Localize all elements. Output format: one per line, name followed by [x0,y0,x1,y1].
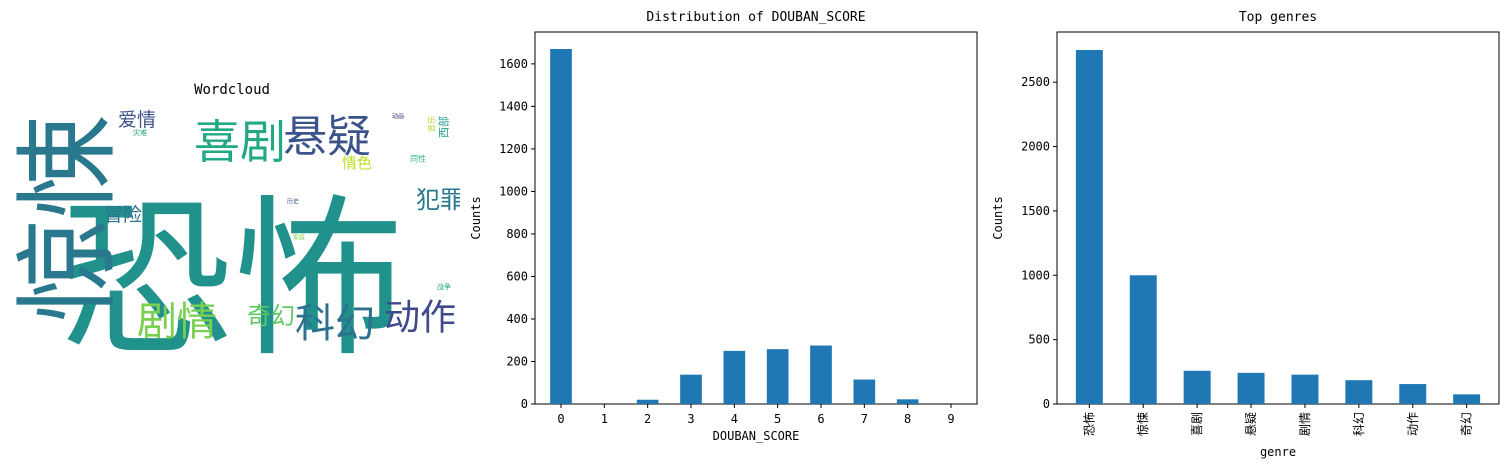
wordcloud-word: 惊悚 [7,114,129,322]
y-tick-label: 500 [1028,333,1050,347]
x-tick-label: 1 [601,412,608,426]
bar [1453,394,1481,404]
y-tick-label: 1500 [1021,204,1050,218]
bar [1345,380,1373,404]
y-tick-label: 0 [521,397,528,411]
x-tick-label: 科幻 [1352,412,1366,436]
y-tick-label: 400 [506,312,528,326]
bar [810,345,832,404]
wordcloud-word: 犯罪 [416,186,460,214]
chart-frame [534,31,978,405]
wordcloud-title: Wordcloud [194,82,270,98]
x-tick-label: 奇幻 [1460,412,1474,436]
x-tick-label: 剧情 [1298,412,1312,436]
wordcloud-word: 灾难 [133,128,147,137]
bar [1129,275,1157,404]
wordcloud-word: 爱情 [118,109,156,131]
x-tick-label: 0 [557,412,564,426]
wordcloud-word: 同性 [410,154,426,164]
x-tick-label: 9 [947,412,954,426]
wordcloud-panel: Wordcloud 恐怖 惊悚 喜剧 悬疑剧情 科幻 动作 奇幻 犯罪 爱情冒险 情色 同性 灾难 动画… [0,0,464,466]
wordcloud-word: 动画 [392,114,404,121]
bar [853,379,876,404]
bar [1075,50,1103,405]
wordcloud-word: 音乐 [427,116,437,132]
x-tick-label: 2 [644,412,651,426]
wordcloud-word: 喜剧 [194,115,286,169]
bar [766,349,789,404]
bar [680,374,702,404]
top-genres-chart: Top genres genre Counts 0 500 1000 1500 2000… [991,10,1500,459]
y-tick-label: 1600 [499,57,528,71]
wordcloud-word: 奇幻 [247,302,295,330]
bar [896,399,919,404]
bar [1399,384,1427,404]
bar [1237,372,1265,404]
x-tick-label: 恐怖 [1081,412,1096,436]
bar [1291,374,1319,404]
y-axis-label: Counts [469,196,483,239]
y-tick-label: 1000 [499,184,528,198]
x-tick-label: 7 [861,412,868,426]
y-ticks: 0 200 400 600 800 1000 1200 1400 1600 [499,57,535,411]
wordcloud-word: 科幻 [295,301,375,347]
wordcloud-word: 历史 [287,198,299,206]
x-tick-label: 惊悚 [1135,412,1150,436]
x-tick-label: 5 [774,412,781,426]
x-axis-label: DOUBAN_SCORE [713,429,800,443]
bars [1075,50,1481,405]
x-tick-label: 3 [687,412,694,426]
top-genres-chart-panel: Top genres genre Counts 0 500 1000 1500 2000… [985,0,1506,466]
wordcloud-word: 情色 [342,154,372,172]
chart-title: Distribution of DOUBAN_SCORE [646,10,865,25]
y-tick-label: 1400 [499,99,528,113]
x-tick-label: 8 [904,412,911,426]
y-tick-label: 200 [506,354,528,368]
x-tick-label: 4 [731,412,738,426]
bar [1183,370,1211,404]
wordcloud-word: 剧情 [137,299,217,345]
y-tick-label: 1200 [499,142,528,156]
x-tick-label: 悬疑 [1243,412,1258,436]
bar [636,399,659,404]
bars [550,49,919,405]
wordcloud-word: 恐怖 [60,180,404,381]
bar [723,350,746,404]
y-axis-label: Counts [991,196,1005,239]
x-tick-label: 动作 [1406,412,1420,436]
x-tick-label: 6 [817,412,824,426]
x-tick-label: 喜剧 [1190,412,1204,436]
y-tick-label: 1000 [1021,268,1050,282]
chart-title: Top genres [1239,10,1317,25]
y-tick-label: 800 [506,227,528,241]
bar [550,49,572,405]
wordcloud-word: 冒险 [104,204,142,226]
wordcloud-word: 家庭 [293,234,305,242]
y-tick-label: 2000 [1021,140,1050,154]
wordcloud-word: 悬疑 [283,112,371,163]
wordcloud-word: 西部 [437,116,451,138]
wordcloud-word: 战争 [437,282,451,291]
douban-score-chart-panel: Distribution of DOUBAN_SCORE DOUBAN_SCOR… [462,0,982,466]
y-tick-label: 600 [506,269,528,283]
x-ticks: 0 1 2 3 4 5 6 7 8 9 [557,404,955,426]
y-ticks: 0 500 1000 1500 2000 2500 [1021,75,1057,411]
y-tick-label: 2500 [1021,75,1050,89]
x-axis-label: genre [1260,445,1296,459]
wordcloud-word: 动作 [384,298,456,339]
douban-score-chart: Distribution of DOUBAN_SCORE DOUBAN_SCOR… [469,10,978,443]
x-ticks: 恐怖 惊悚 喜剧 悬疑 剧情 科幻 动作 奇幻 [1081,404,1474,436]
y-tick-label: 0 [1043,397,1050,411]
chart-frame [1056,31,1500,405]
